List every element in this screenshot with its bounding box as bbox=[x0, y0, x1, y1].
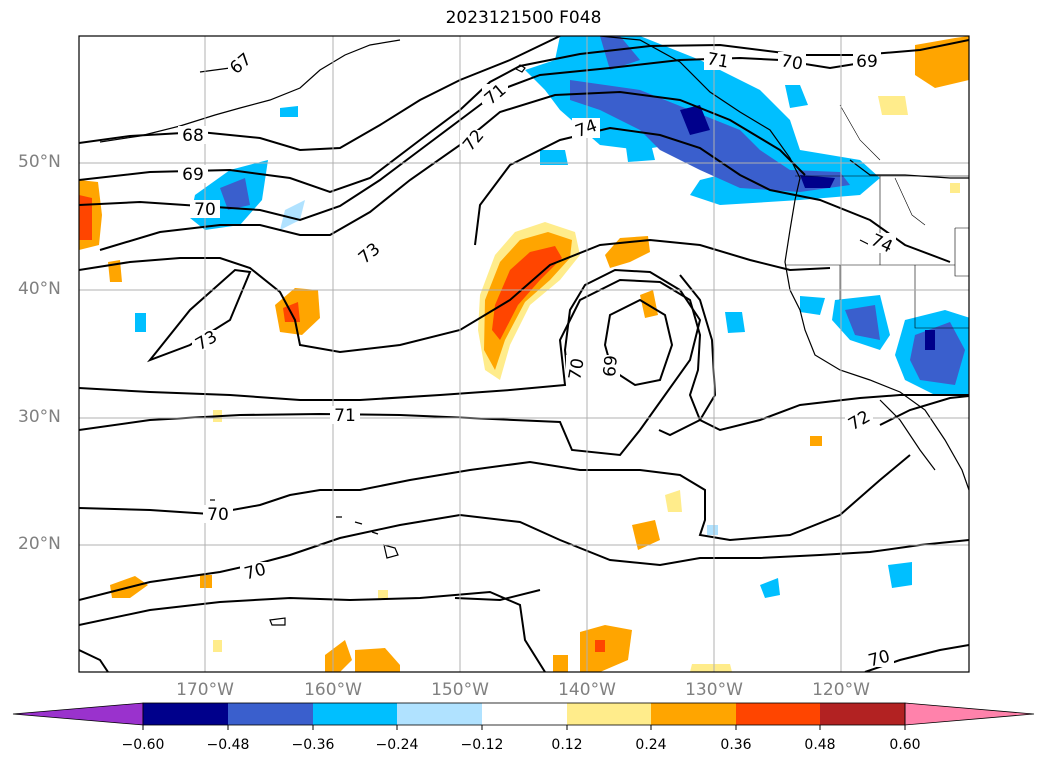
lat-label-20n: 20°N bbox=[18, 534, 61, 554]
colorbar-bin bbox=[143, 703, 228, 725]
contour-label-68: 68 bbox=[182, 126, 204, 146]
colorbar-tick-label: 0.36 bbox=[720, 737, 752, 753]
positive-anomaly-shading bbox=[79, 36, 969, 672]
colorbar-bin bbox=[228, 703, 313, 725]
contour-label-69-c: 69 bbox=[600, 354, 622, 377]
colorbar-tick-label: 0.12 bbox=[551, 737, 583, 753]
colorbar-low-extension bbox=[12, 702, 144, 726]
colorbar-bin bbox=[820, 703, 905, 725]
colorbar bbox=[12, 702, 1035, 730]
lon-label-150w: 150°W bbox=[431, 680, 489, 700]
colorbar-tick-label: −0.36 bbox=[291, 737, 335, 753]
lon-label-120w: 120°W bbox=[812, 680, 870, 700]
colorbar-bin bbox=[313, 703, 397, 725]
lon-label-170w: 170°W bbox=[176, 680, 234, 700]
graticule bbox=[79, 36, 969, 672]
map-title: 2023121500 F048 bbox=[445, 8, 602, 28]
colorbar-bin bbox=[397, 703, 482, 725]
colorbar-bin bbox=[567, 703, 651, 725]
colorbar-tick-label: −0.24 bbox=[375, 737, 419, 753]
colorbar-bin bbox=[736, 703, 820, 725]
contour-label-70: 70 bbox=[194, 200, 216, 220]
contour-label-71-b: 71 bbox=[705, 49, 730, 72]
contour-label-69-b: 69 bbox=[856, 52, 878, 72]
lat-label-50n: 50°N bbox=[18, 152, 61, 172]
contour-label-70-b: 70 bbox=[779, 51, 804, 74]
colorbar-tick-label: 0.48 bbox=[804, 737, 836, 753]
colorbar-tick-label: −0.12 bbox=[460, 737, 504, 753]
colorbar-bin bbox=[651, 703, 736, 725]
colorbar-tick-label: 0.24 bbox=[635, 737, 667, 753]
lon-label-130w: 130°W bbox=[685, 680, 743, 700]
coastlines bbox=[99, 36, 969, 626]
lon-label-140w: 140°W bbox=[558, 680, 616, 700]
colorbar-bin bbox=[482, 703, 567, 725]
lon-label-160w: 160°W bbox=[304, 680, 362, 700]
colorbar-tick-label: −0.60 bbox=[121, 737, 165, 753]
colorbar-high-extension bbox=[904, 702, 1035, 726]
contour-label-69: 69 bbox=[182, 165, 204, 185]
map-background bbox=[79, 36, 969, 672]
lat-label-40n: 40°N bbox=[18, 279, 61, 299]
contour-label-71-c: 71 bbox=[334, 406, 356, 426]
colorbar-tick-label: 0.60 bbox=[889, 737, 921, 753]
contour-label-70-d: 70 bbox=[207, 505, 229, 525]
map-frame bbox=[78, 35, 970, 673]
lat-label-30n: 30°N bbox=[18, 407, 61, 427]
contour-label-70-c: 70 bbox=[565, 357, 588, 382]
colorbar-tick-label: −0.48 bbox=[206, 737, 250, 753]
